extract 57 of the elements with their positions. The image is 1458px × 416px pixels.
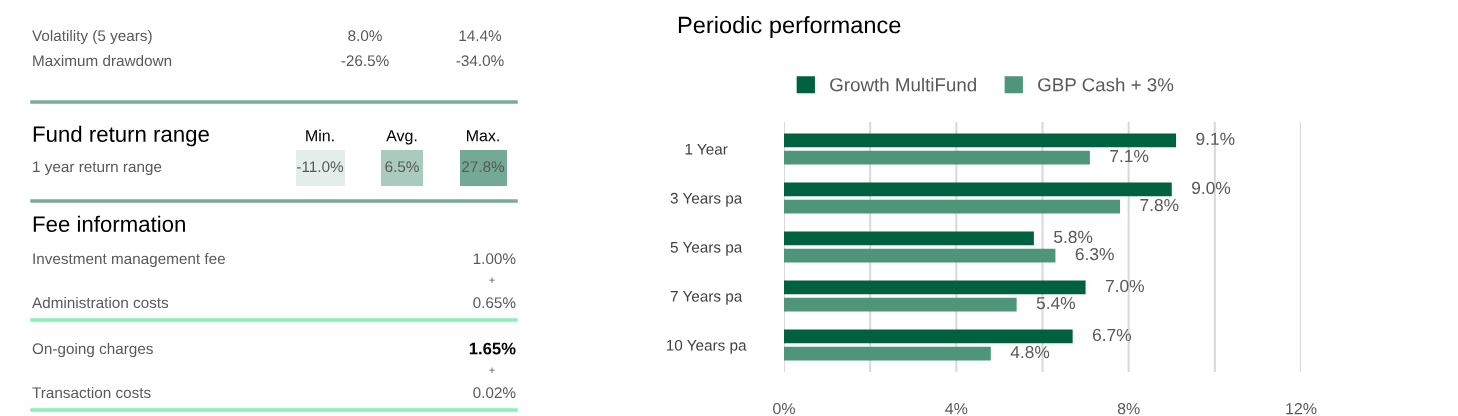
bar [784, 248, 1056, 263]
bar [784, 231, 1034, 246]
text: Maximum drawdown [33, 54, 172, 67]
text: Avg. [386, 130, 417, 145]
y-tick-label: 10 Years pa [666, 339, 747, 354]
bar [784, 329, 1073, 344]
text: 1 year return range [33, 161, 162, 176]
data-label: 7.1% [1110, 149, 1149, 163]
text: Fund return range [33, 125, 209, 147]
text: 1.00% [473, 253, 516, 265]
data-label: 5.4% [1036, 297, 1076, 310]
text: -11.0% [297, 161, 344, 173]
data-label: 9.0% [1192, 181, 1231, 195]
text: 6.5% [385, 161, 419, 173]
text: 8.0% [348, 30, 382, 42]
text: 14.4% [459, 30, 502, 42]
bar [784, 182, 1172, 197]
text: On-going charges [32, 342, 153, 358]
text: -34.0% [456, 55, 504, 67]
bar [784, 150, 1090, 165]
data-label: 9.1% [1196, 132, 1235, 146]
x-tick-label: 12% [1286, 402, 1317, 415]
text: 0.02% [473, 387, 516, 399]
text: Investment management fee [33, 252, 225, 268]
text: Max. [467, 130, 499, 142]
text: Min. [306, 129, 334, 142]
text: -26.5% [341, 55, 389, 67]
bar [784, 133, 1177, 148]
bar [784, 280, 1086, 295]
legend-label: GBP Cash + 3% [1038, 77, 1174, 92]
text: + [489, 277, 495, 283]
x-tick-label: 4% [945, 403, 968, 415]
data-label: 6.7% [1092, 328, 1132, 342]
text: 0.65% [473, 297, 516, 309]
y-tick-label: 5 Years pa [670, 242, 743, 256]
y-tick-label: 7 Years pa [670, 291, 743, 305]
data-label: 5.8% [1054, 230, 1093, 244]
chart-title: Periodic performance [678, 16, 901, 39]
x-tick-label: 0% [773, 402, 795, 415]
text: Transaction costs [32, 386, 151, 399]
legend-label: Growth MultiFund [830, 77, 976, 92]
y-tick-label: 1 Year [685, 143, 728, 155]
x-tick-label: 8% [1117, 402, 1140, 415]
text: Fee information [33, 215, 185, 232]
bar [784, 346, 991, 361]
text: Volatility (5 years) [32, 29, 152, 45]
bar [784, 199, 1121, 214]
text: + [489, 367, 495, 373]
data-label: 6.3% [1075, 247, 1114, 261]
text: Administration costs [32, 296, 169, 309]
text: 27.8% [462, 161, 505, 173]
y-tick-label: 3 Years pa [670, 192, 743, 207]
data-label: 7.8% [1140, 198, 1179, 212]
bar [784, 297, 1017, 312]
text: 1.65% [469, 342, 516, 355]
data-label: 4.8% [1010, 345, 1050, 359]
data-label: 7.0% [1105, 279, 1144, 293]
